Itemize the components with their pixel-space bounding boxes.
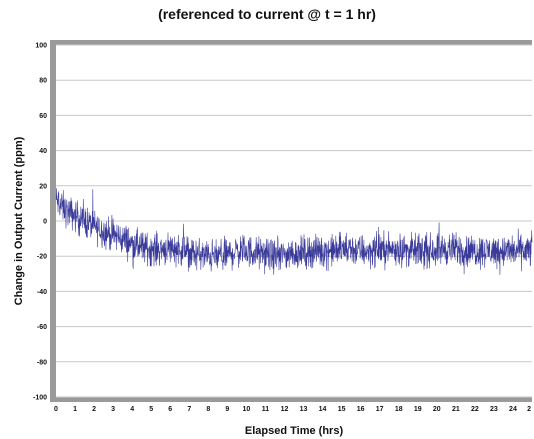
x-tick-label: 3 — [111, 406, 115, 413]
x-tick-label: 15 — [338, 406, 346, 413]
x-tick-label: 12 — [281, 406, 289, 413]
y-tick-label: 100 — [35, 43, 47, 50]
x-tick-label: 4 — [130, 406, 134, 413]
x-tick-label: 7 — [187, 406, 191, 413]
y-tick-label: -60 — [37, 324, 47, 331]
x-tick-label: 2 — [92, 406, 96, 413]
grid-lines — [56, 44, 532, 398]
x-tick-label: 19 — [414, 406, 422, 413]
series-line — [55, 188, 533, 275]
y-tick-label: 40 — [39, 148, 47, 155]
y-tick-label: -100 — [33, 395, 47, 402]
x-tick-label: 20 — [433, 406, 441, 413]
x-tick-label: 16 — [357, 406, 365, 413]
y-tick-labels: 100 80 60 40 20 0 -20 -40 -60 -80 -100 — [33, 43, 47, 402]
x-tick-label: 17 — [376, 406, 384, 413]
x-tick-label: 2 — [527, 406, 531, 413]
y-axis-title: Change in Output Current (ppm) — [13, 136, 25, 305]
x-tick-label: 23 — [490, 406, 498, 413]
y-tick-label: 20 — [39, 183, 47, 190]
x-tick-label: 22 — [471, 406, 479, 413]
x-axis-title: Elapsed Time (hrs) — [245, 425, 344, 437]
x-tick-label: 10 — [243, 406, 251, 413]
x-tick-label: 14 — [319, 406, 327, 413]
x-tick-labels: 0 1 2 3 4 5 6 7 8 9 10 11 12 13 14 15 16 17 18 19 20 21 22 23 24… — [54, 406, 531, 413]
y-tick-label: -80 — [37, 359, 47, 366]
x-tick-label: 6 — [168, 406, 172, 413]
x-tick-label: 13 — [300, 406, 308, 413]
x-tick-label: 0 — [54, 406, 58, 413]
x-tick-label: 24 — [509, 406, 517, 413]
y-tick-label: -40 — [37, 289, 47, 296]
x-tick-label: 1 — [73, 406, 77, 413]
y-tick-label: 80 — [39, 78, 47, 85]
y-tick-label: 0 — [43, 219, 47, 226]
x-tick-label: 8 — [206, 406, 210, 413]
x-tick-label: 9 — [225, 406, 229, 413]
x-tick-label: 21 — [452, 406, 460, 413]
series-layer — [55, 188, 533, 275]
x-tick-label: 5 — [149, 406, 153, 413]
y-tick-label: 60 — [39, 113, 47, 120]
y-tick-label: -20 — [37, 254, 47, 261]
x-tick-label: 18 — [395, 406, 403, 413]
x-tick-label: 11 — [262, 406, 270, 413]
chart-title: (referenced to current @ t = 1 hr) — [158, 6, 376, 22]
